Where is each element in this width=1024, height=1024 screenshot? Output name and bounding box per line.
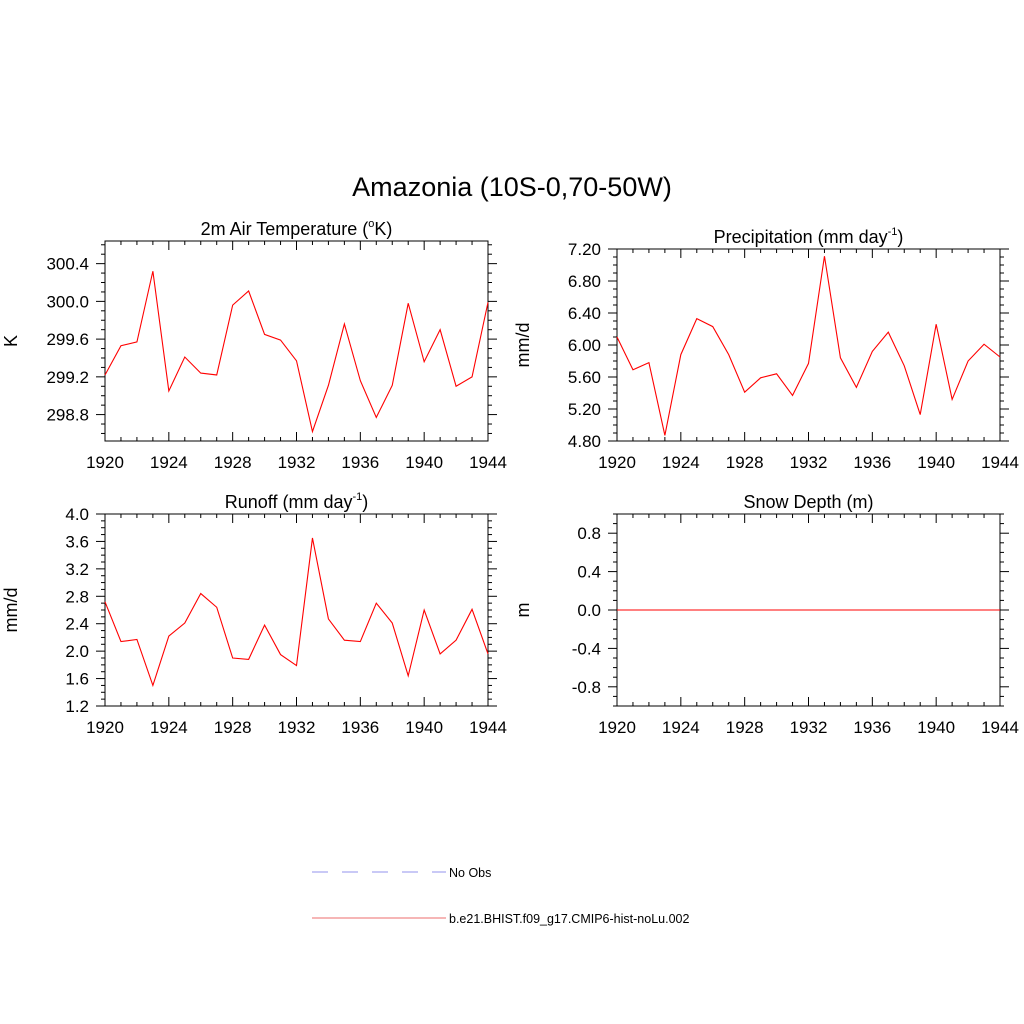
legend-item: b.e21.BHIST.f09_g17.CMIP6-hist-noLu.002 — [312, 912, 689, 926]
x-tick-label: 1924 — [662, 453, 700, 472]
x-tick-label: 1920 — [86, 718, 124, 737]
legend-label: No Obs — [449, 866, 491, 880]
x-tick-label: 1936 — [853, 718, 891, 737]
panel-title: Snow Depth (m) — [743, 492, 873, 512]
x-tick-label: 1940 — [917, 453, 955, 472]
y-tick-label: 5.60 — [568, 368, 601, 387]
y-tick-label: 298.8 — [46, 406, 89, 425]
x-tick-label: 1944 — [469, 718, 507, 737]
y-axis-label: mm/d — [513, 323, 533, 368]
y-tick-label: 3.2 — [65, 560, 89, 579]
x-tick-label: 1932 — [278, 718, 316, 737]
y-tick-label: 1.2 — [65, 697, 89, 716]
x-tick-label: 1932 — [278, 453, 316, 472]
x-tick-label: 1944 — [981, 453, 1019, 472]
x-tick-label: 1924 — [150, 718, 188, 737]
y-tick-label: -0.4 — [572, 639, 601, 658]
panel-title: Precipitation (mm day-1) — [714, 226, 904, 247]
y-tick-label: 6.00 — [568, 336, 601, 355]
x-tick-label: 1936 — [853, 453, 891, 472]
legend-item: No Obs — [312, 866, 491, 880]
legend-label: b.e21.BHIST.f09_g17.CMIP6-hist-noLu.002 — [449, 912, 689, 926]
series-line — [104, 537, 489, 688]
chart-panel-3: Runoff (mm day-1) mm/d 1920 1924 1928 1932 193… — [1, 491, 507, 737]
chart-panel-2: Precipitation (mm day-1) mm/d 1920 1924 1928… — [513, 226, 1019, 472]
y-tick-label: 2.4 — [65, 615, 89, 634]
x-tick-label: 1920 — [598, 453, 636, 472]
x-tick-label: 1924 — [150, 453, 188, 472]
y-axis-label: m — [513, 603, 533, 618]
x-tick-label: 1944 — [469, 453, 507, 472]
y-tick-label: 299.6 — [46, 330, 89, 349]
y-tick-label: 0.0 — [577, 601, 601, 620]
panel-title: 2m Air Temperature (oK) — [201, 218, 393, 239]
x-tick-label: 1924 — [662, 718, 700, 737]
main-title: Amazonia (10S-0,70-50W) — [352, 172, 672, 202]
y-axis-label: K — [1, 335, 21, 347]
y-tick-label: 299.2 — [46, 368, 89, 387]
y-tick-label: 6.40 — [568, 304, 601, 323]
panel-title: Runoff (mm day-1) — [225, 491, 369, 512]
y-tick-label: 1.6 — [65, 670, 89, 689]
y-tick-label: 300.0 — [46, 292, 89, 311]
y-tick-label: 4.0 — [65, 505, 89, 524]
chart-panel-4: Snow Depth (m) m 1920 1924 1928 1932 1936 1940 1… — [513, 492, 1019, 737]
x-tick-label: 1944 — [981, 718, 1019, 737]
x-tick-label: 1920 — [86, 453, 124, 472]
x-tick-label: 1940 — [405, 718, 443, 737]
x-tick-label: 1932 — [790, 453, 828, 472]
x-tick-label: 1928 — [726, 718, 764, 737]
y-axis-label: mm/d — [1, 588, 21, 633]
y-tick-label: 300.4 — [46, 255, 89, 274]
series-line — [104, 271, 489, 434]
series-line — [616, 256, 1001, 436]
x-tick-label: 1936 — [341, 718, 379, 737]
y-tick-label: 2.8 — [65, 587, 89, 606]
plot-frame — [104, 513, 489, 707]
x-tick-label: 1928 — [214, 453, 252, 472]
x-tick-label: 1928 — [214, 718, 252, 737]
y-tick-label: 7.20 — [568, 240, 601, 259]
y-tick-label: 2.0 — [65, 642, 89, 661]
x-tick-label: 1920 — [598, 718, 636, 737]
legend: No Obs b.e21.BHIST.f09_g17.CMIP6-hist-noL… — [312, 866, 689, 926]
y-tick-label: 5.20 — [568, 400, 601, 419]
y-tick-label: 6.80 — [568, 272, 601, 291]
x-tick-label: 1940 — [917, 718, 955, 737]
y-tick-label: -0.8 — [572, 678, 601, 697]
x-tick-label: 1932 — [790, 718, 828, 737]
y-tick-label: 4.80 — [568, 432, 601, 451]
plot-frame — [616, 248, 1001, 442]
y-tick-label: 0.8 — [577, 524, 601, 543]
y-tick-label: 0.4 — [577, 563, 601, 582]
x-tick-label: 1936 — [341, 453, 379, 472]
x-tick-label: 1940 — [405, 453, 443, 472]
y-tick-label: 3.6 — [65, 532, 89, 551]
chart-panel-1: 2m Air Temperature (oK) K 1920 1924 1928 1932… — [1, 218, 507, 472]
x-tick-label: 1928 — [726, 453, 764, 472]
